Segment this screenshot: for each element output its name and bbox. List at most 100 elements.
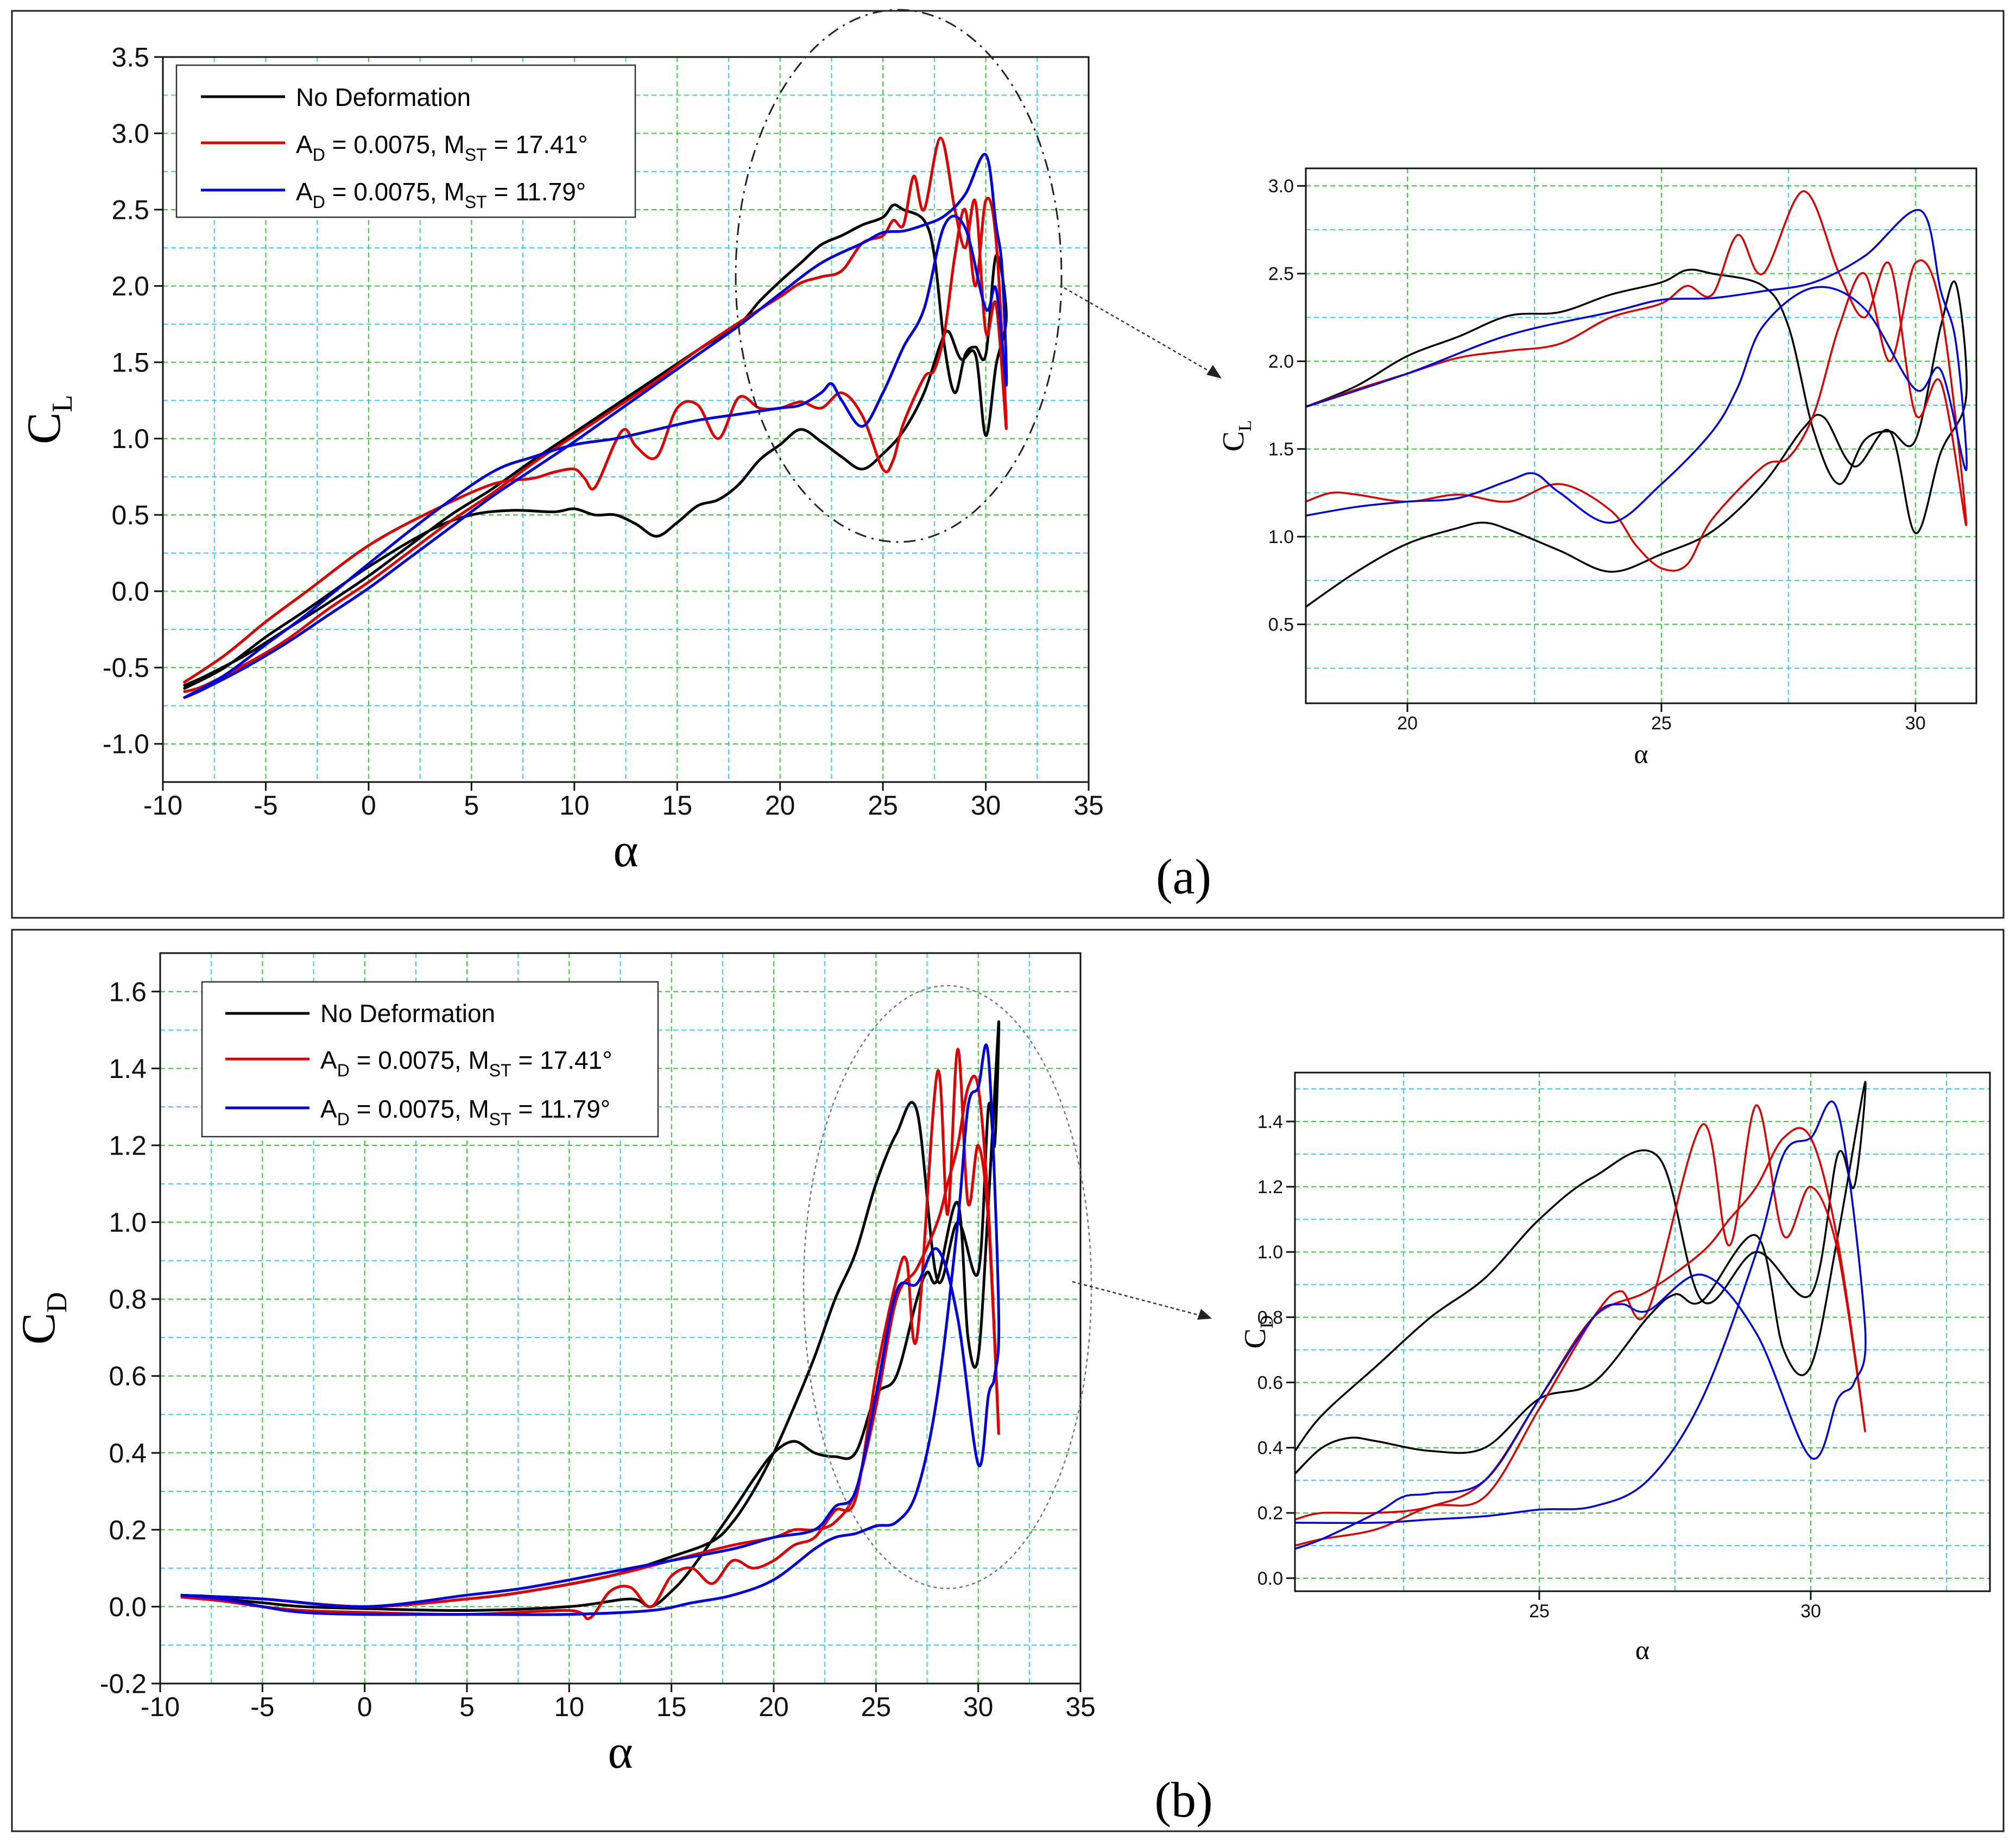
y-tick-label: -1.0	[103, 729, 149, 759]
legend-a-label-case-1741: AD = 0.0075, MST = 17.41°	[296, 130, 588, 165]
grid	[1306, 168, 1976, 703]
x-tick-label: 0	[361, 790, 376, 821]
y-tick-label: 1.5	[1268, 439, 1294, 460]
y-tick-label: 1.4	[1257, 1112, 1283, 1132]
x-tick-label: 30	[1905, 713, 1926, 734]
x-tick-label: -5	[254, 790, 277, 821]
plot-frame	[162, 56, 1090, 783]
axis-ticks: 25 30 0.0 0.2 0.4 0.6 0.8 1.0 1.2 1.4	[1257, 1112, 1821, 1622]
x-tick-label: 15	[656, 1692, 687, 1722]
plot-frame	[1305, 167, 1977, 704]
plot-frame	[159, 952, 1082, 1685]
x-tick-label: 5	[459, 1692, 475, 1722]
x-axis-title: α	[613, 824, 638, 877]
y-tick-label: 0.0	[1257, 1568, 1283, 1589]
y-tick-label: 0.0	[111, 576, 149, 607]
legend-b-label-case-1179: AD = 0.0075, MST = 11.79°	[320, 1095, 610, 1129]
plot-area	[1306, 168, 1976, 703]
series-line-case-1741	[180, 1048, 1000, 1621]
y-tick-label: 1.0	[111, 424, 149, 454]
y-tick-label: 0.0	[109, 1592, 147, 1622]
x-tick-label: 25	[1529, 1601, 1550, 1622]
series-group	[1295, 1081, 1867, 1550]
series-line-no-deformation	[1306, 268, 1968, 608]
y-tick-label: 2.5	[1268, 264, 1294, 285]
y-tick-label: 1.4	[109, 1054, 147, 1084]
x-tick-label: 25	[1651, 713, 1672, 734]
legend-b: No Deformation AD = 0.0075, MST = 17.41°…	[201, 981, 659, 1138]
y-tick-label: -0.2	[100, 1669, 147, 1699]
panel-label-a: (a)	[1156, 849, 1211, 904]
panel-b-frame	[11, 929, 2005, 1832]
chart-b-zoom: 25 30 0.0 0.2 0.4 0.6 0.8 1.0 1.2 1.4 α CD	[1238, 1071, 1991, 1665]
axis-ticks: -10 -5 0 5 10 15 20 25 30 35 -1.0 -0.5 0.0 0.5 1.0 1.5 2…	[103, 42, 1104, 821]
series-group	[182, 136, 1008, 699]
panel-label-b: (b)	[1154, 1772, 1212, 1827]
y-tick-label: 1.6	[109, 976, 147, 1007]
grid	[1295, 1073, 1990, 1591]
y-tick-label: 1.0	[1268, 527, 1294, 547]
x-tick-label: -5	[250, 1692, 274, 1722]
x-tick-label: 30	[963, 1692, 994, 1722]
x-tick-label: -10	[141, 1692, 180, 1722]
x-axis-title: α	[608, 1726, 633, 1779]
y-axis-title: CD	[1238, 1315, 1277, 1349]
x-tick-label: 35	[1073, 790, 1104, 821]
y-tick-label: 2.0	[111, 271, 149, 301]
legend-a: No Deformation AD = 0.0075, MST = 17.41°…	[175, 64, 636, 218]
chart-a-zoom: 20 25 30 0.5 1.0 1.5 2.0 2.5 3.0 α CL	[1217, 167, 1977, 769]
y-tick-label: 0.8	[109, 1284, 147, 1315]
y-tick-label: 0.8	[1257, 1307, 1283, 1328]
series-line-no-deformation	[182, 203, 1008, 690]
y-tick-label: 1.0	[1257, 1242, 1283, 1263]
y-tick-label: 0.4	[109, 1438, 147, 1468]
y-tick-label: -0.5	[103, 653, 149, 683]
x-tick-label: 25	[861, 1692, 892, 1722]
y-tick-label: 1.2	[1257, 1177, 1283, 1197]
y-tick-label: 0.6	[109, 1361, 147, 1391]
series-line-no-deformation	[180, 1020, 1001, 1612]
panel-a-frame	[11, 10, 2005, 919]
x-axis-title: α	[1635, 1635, 1650, 1665]
series-group	[180, 1020, 1001, 1621]
zoom-arrow-a	[1064, 287, 1211, 373]
x-tick-label: 30	[971, 790, 1001, 821]
zoom-arrowhead-a	[1206, 365, 1222, 379]
x-tick-label: -10	[143, 790, 182, 821]
zoom-arrowhead-b	[1197, 1309, 1212, 1320]
axis-ticks: 20 25 30 0.5 1.0 1.5 2.0 2.5 3.0	[1268, 176, 1926, 734]
legend-a-label-case-1179: AD = 0.0075, MST = 11.79°	[296, 178, 586, 212]
y-tick-label: 0.4	[1257, 1438, 1283, 1459]
legend-b-label-no-deformation: No Deformation	[320, 999, 495, 1027]
y-tick-label: 0.2	[109, 1515, 147, 1545]
y-tick-label: 2.0	[1268, 351, 1294, 372]
x-tick-label: 25	[868, 790, 898, 821]
y-axis-title: CD	[12, 1292, 73, 1345]
y-tick-label: 3.0	[111, 118, 149, 149]
x-tick-label: 10	[554, 1692, 585, 1722]
series-group	[1306, 190, 1968, 608]
y-tick-label: 0.2	[1257, 1503, 1283, 1524]
y-tick-label: 0.6	[1257, 1372, 1283, 1393]
y-tick-label: 1.5	[111, 348, 149, 378]
y-axis-title: CL	[18, 395, 78, 444]
series-line-case-1179	[182, 153, 1008, 699]
x-tick-label: 5	[464, 790, 479, 821]
x-tick-label: 20	[765, 790, 795, 821]
y-tick-label: 0.5	[1268, 615, 1294, 635]
series-line-case-1179	[180, 1043, 1001, 1616]
plot-area	[1295, 1073, 1990, 1591]
x-tick-label: 20	[1397, 713, 1418, 734]
x-tick-label: 30	[1800, 1601, 1821, 1622]
series-line-case-1741	[182, 136, 1008, 694]
axis-ticks: -10 -5 0 5 10 15 20 25 30 35 -0.2 0.0 0.2 0.4 0.6 0.8 1.…	[100, 976, 1096, 1722]
legend-a-label-no-deformation: No Deformation	[296, 83, 471, 111]
x-tick-label: 20	[759, 1692, 789, 1722]
y-tick-label: 2.5	[111, 195, 149, 225]
y-axis-title: CL	[1217, 420, 1255, 452]
zoom-region-ellipse-a	[735, 9, 1063, 543]
zoom-arrow-b	[1072, 1281, 1200, 1316]
y-tick-label: 3.0	[1268, 176, 1294, 197]
y-tick-label: 0.5	[111, 500, 149, 531]
x-tick-label: 35	[1065, 1692, 1096, 1722]
